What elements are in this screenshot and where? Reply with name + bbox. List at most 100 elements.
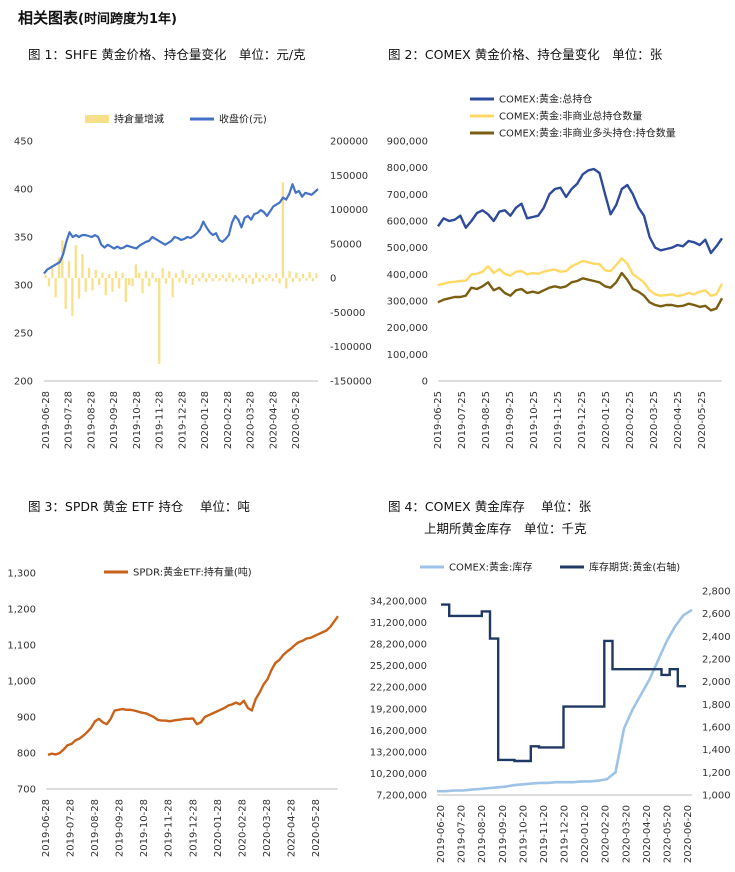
c1-oi-bar — [178, 278, 181, 283]
c1-oi-bar — [301, 274, 305, 279]
c1-oi-bar — [285, 278, 288, 289]
c4-x-tick: 2019-12-20 — [560, 805, 571, 863]
c1-x-tick: 2020-05-28 — [291, 391, 302, 449]
c2-y-tick: 400,000 — [387, 270, 428, 281]
heading-main: 相关图表 — [18, 9, 79, 27]
c1-oi-bar — [77, 278, 81, 299]
c3-x-tick: 2019-12-28 — [188, 799, 199, 857]
c1-oi-bar — [238, 278, 241, 281]
c2-series-line — [437, 167, 723, 255]
c4-legend-shfe: 库存期货:黄金(右轴) — [589, 561, 680, 574]
c1-oi-bar — [74, 245, 77, 279]
c4-x-tick: 2020-03-20 — [621, 805, 632, 863]
c2-x-tick: 2020-01-25 — [601, 391, 612, 449]
c1-oi-bar — [124, 278, 127, 303]
c1-oi-bar — [198, 278, 201, 282]
c3-y-tick: 700 — [17, 785, 36, 796]
caption-fig4b: 上期所黄金库存 单位：千克 — [424, 521, 587, 536]
c1-oi-bar — [151, 272, 154, 279]
c1-oi-bar — [288, 271, 291, 279]
c3-y-tick: 800 — [17, 749, 36, 760]
c1-y-right-tick: -100000 — [330, 342, 372, 353]
c1-oi-bar — [298, 278, 301, 282]
c4-y-right-tick: 1,400 — [702, 745, 731, 756]
c3-x-tick: 2019-07-28 — [66, 799, 77, 857]
c2-x-tick: 2020-02-25 — [625, 391, 636, 449]
c4-y-right-tick: 1,200 — [702, 768, 731, 779]
c1-oi-bar — [305, 278, 308, 281]
c4-x-tick: 2019-08-20 — [477, 805, 488, 863]
c1-oi-bar — [168, 271, 171, 279]
c1-x-tick: 2019-07-28 — [64, 391, 75, 449]
c1-x-tick: 2020-04-28 — [268, 391, 279, 449]
c4-y-left-tick: 7,200,000 — [376, 791, 427, 802]
c1-oi-bar — [221, 274, 224, 279]
c1-oi-bar — [268, 274, 271, 279]
c1-oi-bar — [64, 278, 67, 309]
c3-x-tick: 2020-02-28 — [237, 799, 248, 857]
c3-y-tick: 1,200 — [7, 605, 36, 616]
c3-x-tick: 2020-03-28 — [262, 799, 273, 857]
c1-x-tick: 2019-10-28 — [132, 391, 143, 449]
c1-oi-bar — [315, 273, 318, 279]
c4-x-tick: 2019-06-20 — [436, 805, 447, 863]
c3-y-tick: 1,300 — [7, 569, 36, 580]
c4-y-left-tick: 19,200,000 — [370, 704, 427, 715]
c1-x-tick: 2020-02-28 — [223, 391, 234, 449]
c2-legend-item: COMEX:黄金:非商业总持仓数量 — [499, 110, 642, 123]
c1-y-left-tick: 300 — [14, 281, 33, 292]
c1-oi-bar — [144, 271, 147, 279]
page-heading: 相关图表(时间跨度为1年) — [18, 7, 177, 28]
c2-x-tick: 2020-03-25 — [649, 391, 660, 449]
c1-oi-bar — [138, 272, 141, 279]
c3-holding-line — [47, 615, 339, 756]
c1-oi-bar — [281, 182, 284, 279]
c1-x-tick: 2019-09-28 — [109, 391, 120, 449]
c1-oi-bar — [98, 278, 101, 285]
c1-oi-bar — [265, 278, 268, 281]
c1-oi-bar — [278, 278, 281, 284]
c4-x-tick: 2019-09-20 — [498, 805, 509, 863]
c2-x-tick: 2019-11-25 — [553, 391, 564, 449]
c4-comex-inventory-line — [437, 608, 693, 793]
c1-y-left-tick: 350 — [14, 233, 33, 244]
c1-y-left-tick: 450 — [14, 137, 33, 148]
c2-y-tick: 500,000 — [387, 243, 428, 254]
c4-y-left-tick: 28,200,000 — [370, 640, 427, 651]
c1-oi-bar — [181, 269, 184, 279]
c2-x-tick: 2019-10-25 — [529, 391, 540, 449]
c4-legend-comex: COMEX:黄金:库存 — [449, 561, 532, 574]
c4-y-right-tick: 2,400 — [702, 632, 731, 643]
caption-fig2: 图 2：COMEX 黄金价格、持仓量变化 单位：张 — [388, 47, 663, 62]
c1-oi-bar — [84, 278, 87, 292]
c4-x-tick: 2019-11-20 — [539, 805, 550, 863]
c4-y-right-tick: 2,000 — [702, 677, 731, 688]
c1-y-right-tick: -50000 — [330, 308, 365, 319]
c2-y-tick: 600,000 — [387, 217, 428, 228]
heading-sub: (时间跨度为1年) — [78, 12, 177, 27]
c1-x-tick: 2019-06-28 — [41, 391, 52, 449]
c1-oi-bar — [291, 278, 295, 283]
c1-oi-bar — [161, 267, 164, 279]
c3-x-tick: 2020-05-28 — [311, 799, 322, 857]
c1-price-line — [43, 183, 319, 275]
c1-oi-bar — [201, 272, 204, 279]
c1-y-right-tick: 0 — [330, 274, 336, 285]
c1-oi-bar — [241, 274, 244, 279]
c4-x-tick: 2020-02-20 — [601, 805, 612, 863]
c2-x-tick: 2019-07-25 — [457, 391, 468, 449]
c4-y-right-tick: 2,800 — [702, 587, 731, 598]
c4-y-left-tick: 10,200,000 — [370, 769, 427, 780]
c4-y-right-tick: 1,800 — [702, 700, 731, 711]
c2-y-tick: 100,000 — [387, 350, 428, 361]
c2-x-tick: 2019-08-25 — [481, 391, 492, 449]
c1-oi-bar — [164, 278, 168, 284]
c1-y-left-tick: 200 — [14, 377, 33, 388]
c1-oi-bar — [184, 278, 188, 284]
c2-y-tick: 0 — [422, 377, 428, 388]
c1-oi-bar — [57, 257, 61, 279]
c1-oi-bar — [44, 274, 47, 279]
c3-y-tick: 1,100 — [7, 641, 36, 652]
c1-oi-bar — [94, 269, 97, 279]
c1-oi-bar — [208, 273, 211, 279]
